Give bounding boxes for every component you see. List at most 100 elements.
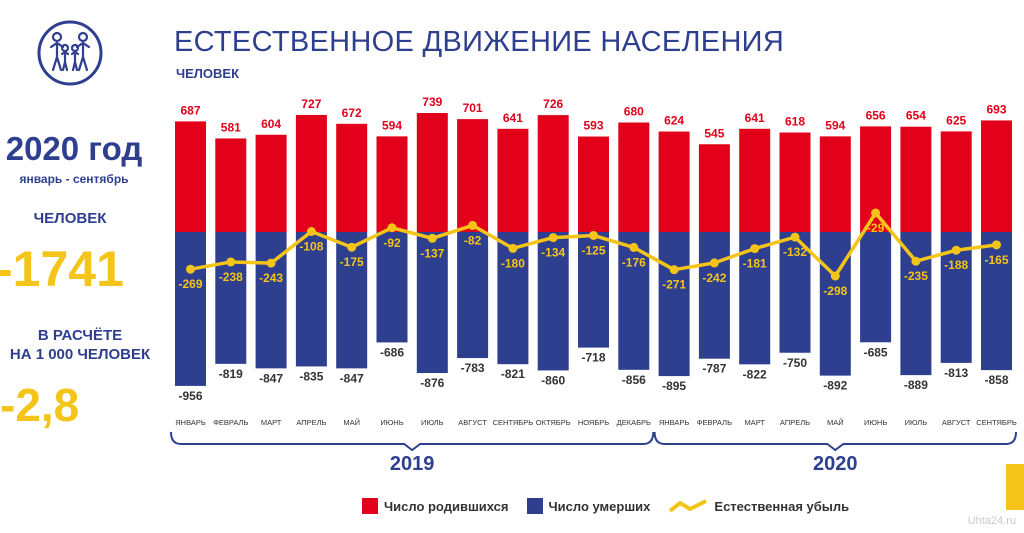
decline-value-label: -181 xyxy=(743,257,767,271)
decline-value-label: -82 xyxy=(464,233,482,247)
month-tick-label: ИЮНЬ xyxy=(864,418,887,427)
page-subtitle: ЧЕЛОВЕК xyxy=(176,66,240,81)
birth-bar xyxy=(336,123,368,232)
decline-point xyxy=(750,244,760,254)
chart-legend: Число родившихся Число умерших Естествен… xyxy=(362,498,867,514)
birth-bar xyxy=(981,120,1012,232)
death-value-label: -956 xyxy=(178,389,202,403)
death-value-label: -813 xyxy=(944,366,968,380)
decline-value-label: -92 xyxy=(383,236,401,250)
birth-bar xyxy=(900,126,932,232)
decline-point xyxy=(709,258,719,268)
legend-deaths-label: Число умерших xyxy=(548,498,651,514)
death-bar xyxy=(497,232,529,365)
decline-value-label: -238 xyxy=(219,270,243,284)
death-value-label: -892 xyxy=(823,379,847,393)
birth-value-label: 693 xyxy=(986,102,1006,116)
decline-value-label: -175 xyxy=(340,255,364,269)
death-value-label: -835 xyxy=(299,369,323,383)
death-bar xyxy=(376,232,408,343)
death-value-label: -787 xyxy=(702,362,726,376)
legend-births-swatch xyxy=(362,498,378,514)
death-bar xyxy=(336,232,368,369)
death-value-label: -685 xyxy=(864,345,888,359)
decline-point xyxy=(306,227,316,237)
birth-bar xyxy=(658,131,690,232)
year-bracket xyxy=(170,431,655,452)
death-value-label: -783 xyxy=(461,361,485,375)
birth-value-label: 727 xyxy=(301,97,321,111)
birth-value-label: 545 xyxy=(704,126,724,140)
birth-value-label: 739 xyxy=(422,95,442,109)
month-tick-label: АВГУСТ xyxy=(458,418,487,427)
per1000-line2: НА 1 000 ЧЕЛОВЕК xyxy=(9,346,151,363)
death-bar xyxy=(416,232,448,374)
decline-point xyxy=(186,264,195,274)
death-value-label: -889 xyxy=(904,378,928,392)
death-bar xyxy=(900,232,932,376)
death-bar xyxy=(295,232,327,367)
decline-point xyxy=(790,232,800,242)
birth-bar xyxy=(940,131,972,232)
summary-year: 2020 год xyxy=(5,130,143,167)
month-tick-label: АПРЕЛЬ xyxy=(780,418,810,427)
decline-point xyxy=(669,265,679,275)
death-bar xyxy=(981,232,1012,371)
death-value-label: -895 xyxy=(662,379,686,393)
month-tick-label: СЕНТЯБРЬ xyxy=(493,418,534,427)
month-tick-label: МАЙ xyxy=(827,418,844,427)
decline-point xyxy=(347,242,357,252)
summary-panel: 2020 год январь - сентябрь ЧЕЛОВЕК -1741… xyxy=(0,0,160,533)
decline-value-label: -235 xyxy=(904,269,928,283)
birth-value-label: 594 xyxy=(825,118,845,132)
family-logo-icon xyxy=(37,20,103,86)
death-value-label: -686 xyxy=(380,345,404,359)
decline-point xyxy=(871,208,881,218)
summary-total: -1741 xyxy=(0,241,124,297)
decline-value-label: -137 xyxy=(420,246,444,260)
legend-births: Число родившихся xyxy=(362,498,509,514)
death-bar xyxy=(175,232,206,386)
month-tick-label: НОЯБРЬ xyxy=(578,418,609,427)
birth-value-label: 625 xyxy=(946,113,966,127)
birth-bar xyxy=(215,138,247,232)
decline-value-label: -134 xyxy=(541,246,565,260)
decline-point xyxy=(992,240,1001,250)
birth-bar xyxy=(255,134,287,232)
legend-deaths: Число умерших xyxy=(526,498,651,514)
death-bar xyxy=(457,232,489,359)
death-value-label: -819 xyxy=(219,367,243,381)
decline-value-label: -125 xyxy=(581,243,605,257)
month-tick-label: ИЮНЬ xyxy=(380,418,403,427)
decline-value-label: -180 xyxy=(501,256,525,270)
decline-value-label: -271 xyxy=(662,278,686,292)
decline-point xyxy=(266,258,276,268)
decline-value-label: -188 xyxy=(944,258,968,272)
birth-value-label: 680 xyxy=(624,105,644,119)
decline-value-label: -165 xyxy=(984,253,1008,267)
birth-value-label: 641 xyxy=(745,111,765,125)
birth-value-label: 656 xyxy=(866,108,886,122)
decline-value-label: -108 xyxy=(299,240,323,254)
birth-bar xyxy=(497,128,529,232)
death-bar xyxy=(658,232,690,377)
month-tick-label: МАЙ xyxy=(343,418,360,427)
decline-value-label: -243 xyxy=(259,271,283,285)
watermark: Uhta24.ru xyxy=(967,515,1016,527)
summary-rate: -2,8 xyxy=(0,379,80,431)
legend-decline-label: Естественная убыль xyxy=(714,498,850,514)
birth-bar xyxy=(457,119,489,232)
decline-point xyxy=(468,220,478,230)
birth-bar xyxy=(779,132,811,232)
month-tick-label: ЯНВАРЬ xyxy=(175,418,206,427)
death-value-label: -876 xyxy=(420,376,444,390)
decline-point xyxy=(589,230,598,240)
birth-value-label: 618 xyxy=(785,115,805,129)
birth-value-label: 624 xyxy=(664,114,684,128)
death-bar xyxy=(819,232,851,376)
legend-decline-line-icon xyxy=(669,499,708,513)
legend-deaths-swatch xyxy=(526,498,543,514)
death-value-label: -718 xyxy=(581,351,605,365)
decline-point xyxy=(387,223,397,233)
